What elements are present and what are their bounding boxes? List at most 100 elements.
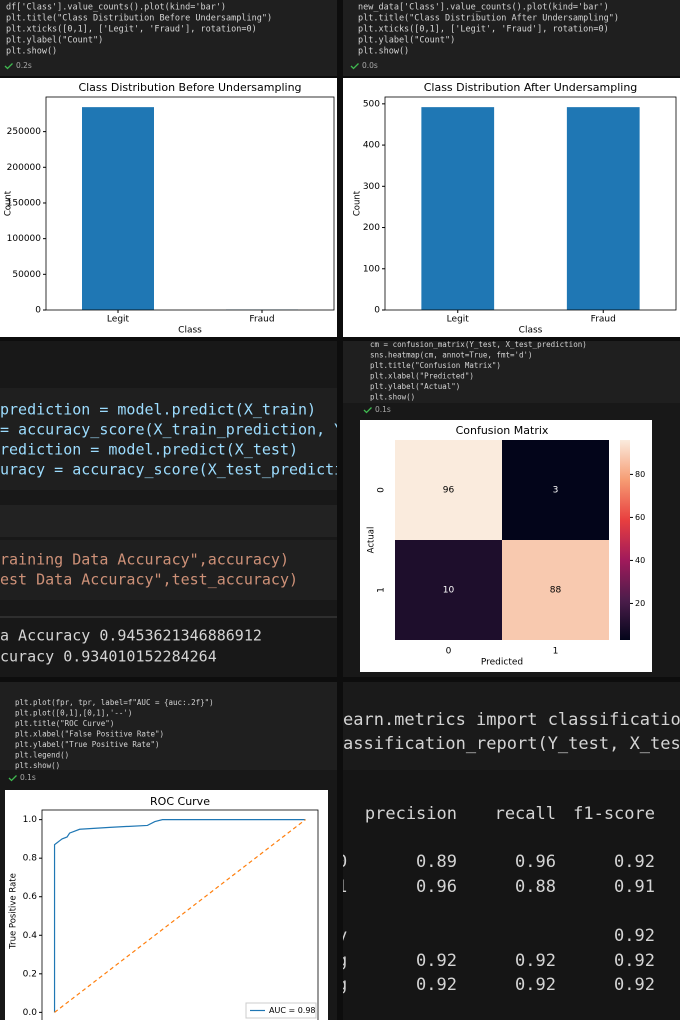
y-tick-label: 0 — [377, 487, 387, 493]
chart-title: Class Distribution Before Undersampling — [78, 81, 301, 94]
axes-frame — [41, 809, 319, 1020]
report-header: precision — [365, 804, 457, 824]
report-cell: 0.96 — [416, 877, 457, 897]
legend-box — [245, 1002, 317, 1019]
report-header: f1-score — [573, 804, 655, 824]
cell-label: 88 — [550, 586, 562, 596]
report-row-label: y — [337, 926, 347, 946]
cell-label: 10 — [443, 586, 455, 596]
x-axis-label: Predicted — [481, 658, 523, 668]
report-row-label: g — [337, 951, 347, 971]
check-icon — [4, 63, 13, 70]
code-line: plt.plot([0,1],[0,1],'--') — [15, 709, 132, 718]
y-tick-label: 50000 — [12, 270, 41, 280]
panel-before: df['Class'].value_counts().plot(kind='ba… — [0, 0, 337, 337]
report-cell: 0.92 — [614, 852, 655, 872]
code-line: a Accuracy 0.9453621346886912 — [0, 627, 262, 645]
report-cell: 0.92 — [515, 975, 556, 995]
heat-cell — [502, 440, 609, 540]
code-line: df['Class'].value_counts().plot(kind='ba… — [6, 3, 226, 13]
report-cell: 0.89 — [416, 852, 457, 872]
x-tick-label: Legit — [447, 315, 470, 325]
heat-cell — [502, 540, 609, 640]
code-line: plt.ylabel("True Positive Rate") — [15, 740, 160, 749]
code-line: new_data['Class'].value_counts().plot(ki… — [358, 3, 609, 13]
y-tick-label: 0.0 — [23, 1008, 38, 1018]
colorbar-tick-label: 40 — [635, 556, 645, 565]
code-cell — [343, 341, 680, 403]
output — [343, 770, 680, 1020]
report-cell: 0.96 — [515, 852, 556, 872]
code-line: plt.xlabel("Predicted") — [370, 372, 474, 381]
y-tick-label: 100 — [363, 264, 380, 274]
panel-after: new_data['Class'].value_counts().plot(ki… — [343, 0, 680, 337]
code-line: plt.ylabel("Actual") — [370, 382, 460, 391]
code-line: plt.xticks([0,1], ['Legit', 'Fraud'], ro… — [358, 25, 609, 35]
colorbar-tick-label: 20 — [635, 599, 645, 608]
code-line: uracy = accuracy_score(X_test_prediction… — [0, 461, 388, 479]
code-line: plt.show() — [370, 393, 415, 402]
report-cell: 0.91 — [614, 877, 655, 897]
report-cell: 0.92 — [416, 975, 457, 995]
code-line: plt.show() — [15, 761, 60, 770]
report-cell: 0.92 — [614, 926, 655, 946]
y-tick-label: 0 — [35, 306, 41, 316]
code-line: plt.title("ROC Curve") — [15, 719, 114, 728]
run-time: 0.2s — [16, 61, 32, 70]
y-tick-label: 100000 — [7, 234, 42, 244]
panel-roc: plt.plot(fpr, tpr, label=f"AUC = {auc:.2… — [0, 682, 337, 1020]
code-line: plt.show() — [6, 47, 57, 57]
panel-confusion: cm = confusion_matrix(Y_test, X_test_pre… — [343, 341, 680, 677]
x-tick-label: Legit — [107, 315, 130, 325]
axes-frame — [45, 96, 335, 311]
panel-report: earn.metrics import classification assifi… — [337, 682, 680, 1020]
code-line: plt.title("Confusion Matrix") — [370, 361, 501, 370]
y-axis-label: Actual — [367, 527, 377, 554]
panel-accuracy: prediction = model.predict(X_train) = acc… — [0, 341, 388, 677]
y-tick-label: 1 — [377, 587, 387, 593]
heat-cell — [395, 540, 502, 640]
bar — [566, 107, 640, 311]
y-tick-label: 0.4 — [23, 931, 38, 941]
chart-title: ROC Curve — [150, 795, 210, 808]
code-line: est Data Accuracy",test_accuracy) — [0, 571, 298, 589]
y-tick-label: 250000 — [7, 127, 42, 137]
figure — [0, 78, 337, 337]
report-header: recall — [495, 804, 556, 824]
report-cell: 0.92 — [416, 951, 457, 971]
code-line: plt.plot(fpr, tpr, label=f"AUC = {auc:.2… — [15, 698, 214, 707]
code-line: plt.ylabel("Count") — [6, 36, 103, 46]
y-tick-label: 200 — [363, 223, 380, 233]
code-line: prediction = model.predict(X_train) — [0, 401, 316, 419]
code-line: plt.title("Class Distribution After Unde… — [358, 14, 619, 24]
code-line: rediction = model.predict(X_test) — [0, 441, 298, 459]
cell-label: 96 — [443, 486, 455, 496]
colorbar — [620, 440, 630, 640]
y-tick-label: 0.8 — [23, 854, 38, 864]
code-cell — [0, 682, 337, 770]
x-axis-label: Class — [519, 326, 543, 336]
legend-label: AUC = 0.98 — [269, 1006, 316, 1015]
colorbar-tick-label: 60 — [635, 513, 645, 522]
bar — [82, 107, 154, 310]
code-line: plt.legend() — [15, 751, 69, 760]
x-axis-label: Class — [178, 326, 202, 336]
code-cell — [0, 388, 337, 490]
y-tick-label: 400 — [363, 141, 380, 151]
report-cell: 0.92 — [614, 951, 655, 971]
report-row-label: 1 — [337, 877, 347, 897]
y-tick-label: 1.0 — [23, 815, 38, 825]
y-tick-label: 300 — [363, 182, 380, 192]
code-cell — [0, 540, 337, 600]
run-time: 0.1s — [20, 773, 36, 782]
y-axis-label: Count — [353, 190, 363, 216]
code-line: raining Data Accuracy",accuracy) — [0, 551, 289, 569]
check-icon — [8, 775, 17, 782]
roc-line — [54, 819, 306, 1013]
code-line: assification_report(Y_test, X_test — [343, 734, 680, 754]
cell-label: 3 — [553, 486, 559, 496]
x-tick-label: Fraud — [591, 315, 616, 325]
code-cell — [0, 0, 337, 76]
x-tick-label: Fraud — [249, 315, 274, 325]
